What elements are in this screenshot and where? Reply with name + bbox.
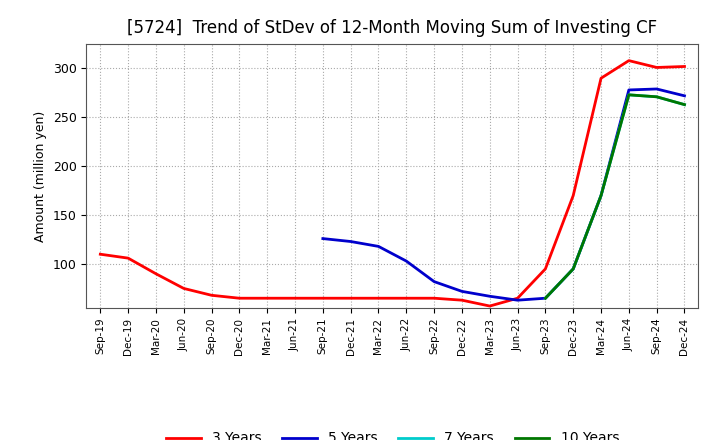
3 Years (318, 296, 327, 301)
5 Years (513, 297, 522, 303)
Title: [5724]  Trend of StDev of 12-Month Moving Sum of Investing CF: [5724] Trend of StDev of 12-Month Moving… (127, 19, 657, 37)
7 Years (680, 102, 689, 107)
Line: 3 Years: 3 Years (100, 61, 685, 306)
7 Years (541, 296, 550, 301)
3 Years (597, 76, 606, 81)
10 Years (541, 296, 550, 301)
Legend: 3 Years, 5 Years, 7 Years, 10 Years: 3 Years, 5 Years, 7 Years, 10 Years (161, 426, 624, 440)
Line: 5 Years: 5 Years (323, 89, 685, 300)
3 Years (179, 286, 188, 291)
3 Years (624, 58, 633, 63)
7 Years (652, 94, 661, 99)
3 Years (652, 65, 661, 70)
3 Years (513, 296, 522, 301)
10 Years (680, 102, 689, 107)
5 Years (597, 193, 606, 198)
Y-axis label: Amount (million yen): Amount (million yen) (35, 110, 48, 242)
7 Years (624, 92, 633, 98)
5 Years (680, 93, 689, 99)
10 Years (597, 193, 606, 198)
10 Years (652, 94, 661, 99)
5 Years (458, 289, 467, 294)
5 Years (541, 296, 550, 301)
3 Years (207, 293, 216, 298)
3 Years (541, 266, 550, 271)
3 Years (458, 297, 467, 303)
3 Years (569, 193, 577, 198)
10 Years (624, 92, 633, 98)
7 Years (569, 266, 577, 271)
3 Years (374, 296, 383, 301)
3 Years (485, 304, 494, 309)
3 Years (680, 64, 689, 69)
3 Years (152, 271, 161, 276)
5 Years (402, 258, 410, 264)
10 Years (569, 266, 577, 271)
3 Years (291, 296, 300, 301)
3 Years (235, 296, 243, 301)
Line: 7 Years: 7 Years (546, 95, 685, 298)
5 Years (318, 236, 327, 241)
5 Years (346, 239, 355, 244)
5 Years (485, 293, 494, 299)
3 Years (346, 296, 355, 301)
7 Years (597, 193, 606, 198)
5 Years (569, 266, 577, 271)
Line: 10 Years: 10 Years (546, 95, 685, 298)
3 Years (96, 252, 104, 257)
3 Years (402, 296, 410, 301)
5 Years (652, 86, 661, 92)
3 Years (430, 296, 438, 301)
3 Years (124, 256, 132, 261)
5 Years (430, 279, 438, 284)
5 Years (624, 87, 633, 92)
5 Years (374, 244, 383, 249)
3 Years (263, 296, 271, 301)
